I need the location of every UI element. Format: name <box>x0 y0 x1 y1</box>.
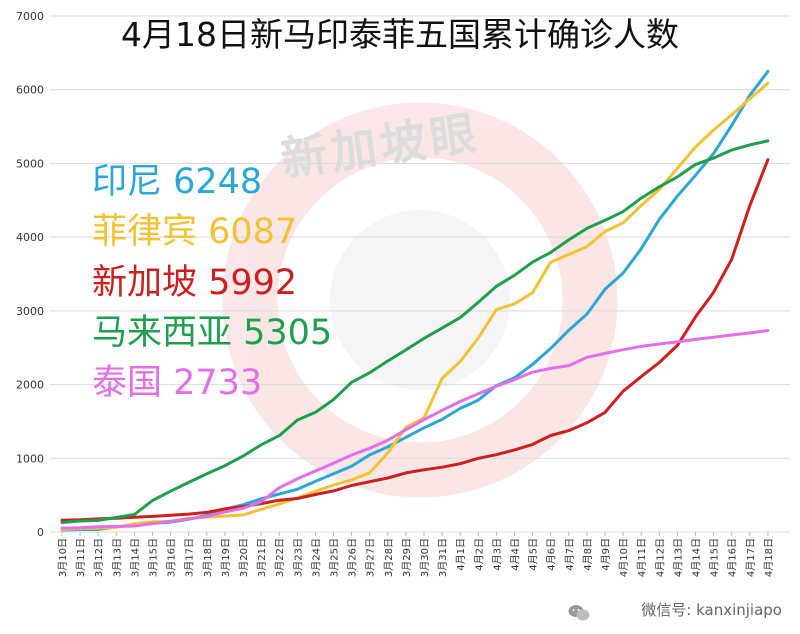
x-tick-label: 3月26日 <box>347 538 359 577</box>
y-tick-label: 4000 <box>16 231 44 244</box>
x-tick-label: 4月3日 <box>491 538 503 571</box>
series-lines <box>60 69 770 532</box>
x-tick-label: 4月15日 <box>709 538 721 577</box>
x-tick-label: 3月12日 <box>93 538 105 577</box>
x-tick-label: 3月29日 <box>401 538 413 577</box>
legend-item-malaysia: 马来西亚 5305 <box>92 313 333 353</box>
x-tick-label: 4月8日 <box>582 538 594 571</box>
x-tick-label: 4月2日 <box>473 538 485 571</box>
y-tick-label: 7000 <box>16 10 44 23</box>
x-tick-label: 4月7日 <box>564 538 576 571</box>
credit-text: 微信号: kanxinjiapo <box>641 601 782 619</box>
y-axis: 0 1000 2000 3000 4000 5000 6000 7000 <box>16 10 44 539</box>
x-tick-label: 3月17日 <box>184 538 196 577</box>
y-tick-label: 6000 <box>16 84 44 97</box>
x-tick-label: 3月31日 <box>437 538 449 577</box>
x-tick-label: 4月11日 <box>636 538 648 577</box>
y-tick-label: 1000 <box>16 452 44 465</box>
x-tick-label: 4月17日 <box>745 538 757 577</box>
wechat-icon <box>568 605 590 621</box>
x-tick-label: 3月23日 <box>292 538 304 577</box>
x-tick-label: 3月27日 <box>365 538 377 577</box>
x-tick-label: 3月22日 <box>274 538 286 577</box>
x-tick-label: 3月28日 <box>383 538 395 577</box>
x-tick-label: 4月6日 <box>546 538 558 571</box>
x-tick-label: 4月16日 <box>727 538 739 577</box>
x-tick-label: 4月18日 <box>763 538 775 577</box>
x-tick-label: 3月14日 <box>129 538 141 577</box>
legend-item-indonesia: 印尼 6248 <box>92 162 263 202</box>
legend-item-thailand: 泰国 2733 <box>92 363 263 403</box>
x-tick-label: 3月24日 <box>310 538 322 577</box>
x-tick-label: 4月4日 <box>510 538 522 571</box>
x-tick-label: 4月9日 <box>600 538 612 571</box>
x-tick-label: 4月12日 <box>654 538 666 577</box>
x-tick-label: 3月19日 <box>220 538 232 577</box>
legend-item-philippines: 菲律宾 6087 <box>92 212 298 252</box>
series-line-3 <box>60 139 770 524</box>
x-tick-label: 3月13日 <box>111 538 123 577</box>
x-tick-label: 3月18日 <box>202 538 214 577</box>
x-axis: 3月10日 3月11日 3月12日 3月13日 3月14日 3月15日 3月16日 3月17日… <box>57 532 775 577</box>
x-tick-label: 3月10日 <box>57 538 69 577</box>
y-tick-label: 0 <box>37 526 44 539</box>
y-tick-label: 2000 <box>16 379 44 392</box>
x-tick-label: 4月5日 <box>528 538 540 571</box>
x-tick-label: 4月14日 <box>691 538 703 577</box>
x-tick-label: 3月20日 <box>238 538 250 577</box>
y-tick-label: 3000 <box>16 305 44 318</box>
series-line-4 <box>60 329 770 530</box>
x-tick-label: 4月13日 <box>672 538 684 577</box>
x-tick-label: 3月15日 <box>148 538 160 577</box>
y-tick-label: 5000 <box>16 157 44 170</box>
x-tick-label: 3月25日 <box>329 538 341 577</box>
x-tick-label: 4月10日 <box>618 538 630 577</box>
x-tick-label: 3月11日 <box>75 538 87 577</box>
x-tick-label: 3月16日 <box>166 538 178 577</box>
legend-item-singapore: 新加坡 5992 <box>92 263 298 303</box>
chart-title: 4月18日新马印泰菲五国累计确诊人数 <box>121 15 679 54</box>
x-tick-label: 4月1日 <box>455 538 467 571</box>
x-tick-label: 3月30日 <box>419 538 431 577</box>
series-line-2 <box>60 158 770 522</box>
gridlines <box>50 15 790 533</box>
x-tick-label: 3月21日 <box>256 538 268 577</box>
